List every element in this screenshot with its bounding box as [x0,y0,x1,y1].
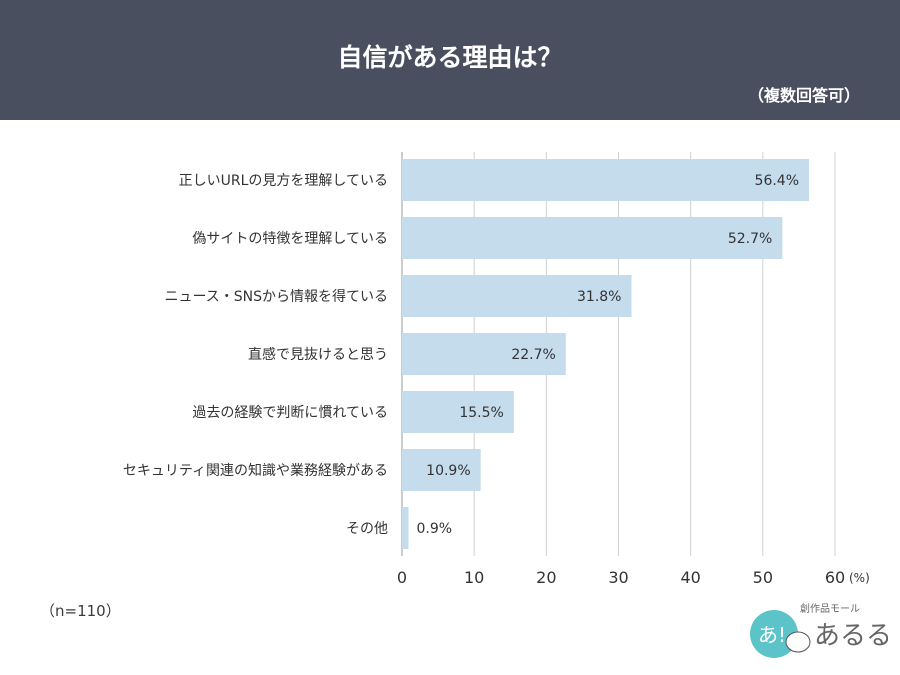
category-label: 直感で見抜けると思う [248,346,388,363]
logo-graphic: あ! 創作品モール あるる [750,603,888,658]
value-label: 15.5% [459,405,503,421]
value-label: 31.8% [577,289,621,305]
aruru-logo: あ! 創作品モール あるる [748,596,888,668]
sample-size: （n=110） [40,602,121,620]
x-tick-label: 40 [680,568,700,587]
svg-text:あ!: あ! [758,623,786,647]
bar [402,217,783,259]
chart-title: 自信がある理由は？ [337,43,563,72]
svg-text:創作品モール: 創作品モール [800,603,860,615]
category-label: 過去の経験で判断に慣れている [192,404,388,421]
bar [402,507,409,549]
x-tick-label: 30 [608,568,628,587]
value-label: 56.4% [755,173,799,189]
value-label: 0.9% [416,521,452,537]
x-tick-label: 0 [397,568,407,587]
value-label: 22.7% [511,347,555,363]
category-label: ニュース・SNSから情報を得ている [164,288,388,305]
header: 自信がある理由は？ （複数回答可） [0,0,900,120]
category-label: セキュリティ関連の知識や業務経験がある [123,462,388,479]
multiple-answer-note: （複数回答可） [747,86,860,105]
svg-text:あるる: あるる [814,621,888,651]
bar [402,275,632,317]
category-label: 偽サイトの特徴を理解している [192,231,388,247]
category-label: その他 [346,521,388,537]
x-unit-label: (%) [849,571,870,585]
category-label: 正しいURLの見方を理解している [179,173,388,189]
x-tick-label: 20 [536,568,556,587]
value-label: 52.7% [728,231,772,247]
x-tick-label: 60 [825,568,845,587]
bar [402,449,481,491]
bar [402,333,566,375]
value-label: 10.9% [426,463,470,479]
bar [402,159,810,201]
bar [402,391,514,433]
x-tick-label: 10 [464,568,484,587]
x-tick-label: 50 [753,568,773,587]
